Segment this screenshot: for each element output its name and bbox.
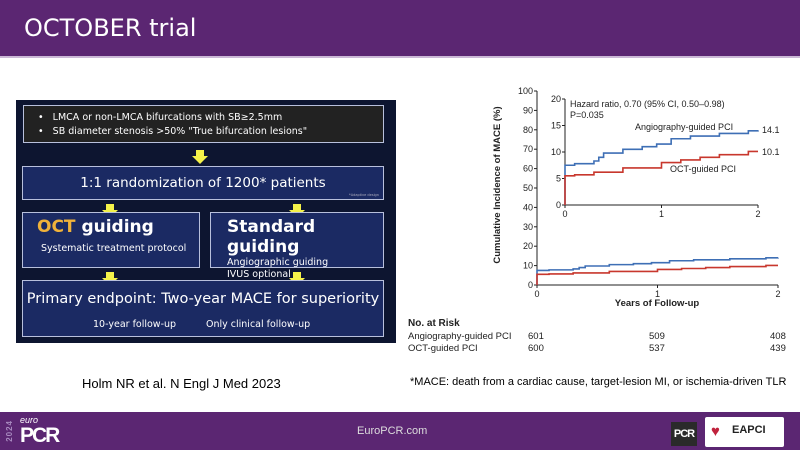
inset-series-line-oct: [564, 150, 758, 205]
km-chart: Cumulative Incidence of MACE (%) Years o…: [492, 86, 781, 309]
series-label-angio: Angiography-guided PCI: [635, 122, 733, 132]
y-axis-label: Cumulative Incidence of MACE (%): [492, 106, 503, 263]
standard-arm-title: Standard guiding: [227, 217, 316, 257]
risk-value: 439: [770, 343, 786, 354]
main-y-tick-label: 40: [523, 202, 533, 212]
main-y-tick-label: 90: [523, 105, 533, 115]
main-y-tick-label: 50: [523, 183, 533, 193]
randomization-note: *Adaptive design: [349, 193, 379, 197]
europcr-logo: PCR: [20, 424, 60, 447]
hazard-ratio-annotation: Hazard ratio, 0.70 (95% CI, 0.50–0.98): [570, 99, 725, 109]
heart-icon: ♥: [711, 423, 720, 440]
logo-euro: euro: [20, 415, 39, 425]
main-y-tick-label: 20: [523, 241, 533, 251]
endpoint-text: Primary endpoint: Two-year MACE for supe…: [26, 291, 380, 307]
logo-year: 2024: [5, 420, 14, 442]
inset-x-tick-label: 2: [755, 209, 760, 219]
followup-text: Only clinical follow-up: [206, 319, 311, 330]
main-series-line-angio: [536, 257, 779, 285]
inset-x-tick-label: 1: [659, 209, 664, 219]
arrow-down-icon: [192, 150, 208, 164]
risk-row: Angiography-guided PCI 601 509 408: [408, 331, 788, 343]
divider: [0, 56, 800, 58]
inset-series-line-angio: [564, 130, 759, 205]
main-y-tick-label: 30: [523, 222, 533, 232]
slide-title: OCTOBER trial: [24, 14, 197, 42]
risk-value: 509: [649, 331, 665, 342]
slide-header: OCTOBER trial: [0, 0, 800, 56]
risk-table: No. at Risk Angiography-guided PCI 601 5…: [408, 318, 788, 355]
x-axis-label: Years of Follow-up: [615, 298, 700, 309]
risk-value: 408: [770, 331, 786, 342]
inset-y-tick-label: 15: [551, 121, 561, 131]
inset-x-tick-label: 0: [562, 209, 567, 219]
main-y-tick-label: 60: [523, 164, 533, 174]
inset-y-tick-label: 20: [551, 94, 561, 104]
site-link[interactable]: EuroPCR.com: [357, 425, 428, 437]
risk-value: 601: [528, 331, 544, 342]
main-x-tick-label: 0: [534, 289, 539, 299]
main-x-tick-label: 2: [775, 289, 780, 299]
slide-footer: 2024 euro PCR EuroPCR.com PCR ♥ EAPCI: [0, 412, 800, 450]
series-label-oct: OCT-guided PCI: [670, 164, 736, 174]
eapci-logo: ♥ EAPCI: [705, 417, 784, 447]
trial-design-diagram: • LMCA or non-LMCA bifurcations with SB≥…: [16, 100, 396, 343]
end-label-angio: 14.1: [762, 125, 780, 135]
oct-arm-title: OCT guiding: [37, 217, 154, 237]
risk-value: 537: [649, 343, 665, 354]
main-x-tick-label: 1: [655, 289, 660, 299]
footnote: *MACE: death from a cardiac cause, targe…: [410, 376, 787, 388]
main-y-tick-label: 100: [518, 86, 533, 96]
followup-text: 10-year follow-up: [93, 319, 177, 330]
risk-table-title: No. at Risk: [408, 318, 460, 329]
endpoint-box: Primary endpoint: Two-year MACE for supe…: [22, 280, 384, 337]
inset-y-tick-label: 10: [551, 147, 561, 157]
standard-arm-box: Standard guiding Angiographic guiding IV…: [210, 212, 384, 280]
oct-arm-sub: Systematic treatment protocol: [41, 243, 187, 254]
pcr-logo: PCR: [671, 422, 697, 446]
risk-row-label: OCT-guided PCI: [408, 343, 478, 354]
inclusion-item: • LMCA or non-LMCA bifurcations with SB≥…: [38, 112, 283, 123]
main-y-tick-label: 70: [523, 144, 533, 154]
main-series-line-oct: [536, 264, 778, 285]
inset-y-tick-label: 0: [556, 200, 561, 210]
inclusion-item: • SB diameter stenosis >50% "True bifurc…: [38, 126, 308, 137]
main-y-tick-label: 0: [528, 280, 533, 290]
standard-arm-sub: IVUS optional: [227, 269, 291, 280]
inclusion-box: • LMCA or non-LMCA bifurcations with SB≥…: [23, 105, 384, 143]
citation: Holm NR et al. N Engl J Med 2023: [82, 376, 281, 391]
p-value-annotation: P=0.035: [570, 110, 604, 120]
main-y-tick-label: 10: [523, 261, 533, 271]
risk-value: 600: [528, 343, 544, 354]
risk-row: OCT-guided PCI 600 537 439: [408, 343, 788, 355]
inset-y-tick-label: 5: [556, 174, 561, 184]
standard-arm-sub: Angiographic guiding: [227, 257, 329, 268]
randomization-box: 1:1 randomization of 1200* patients *Ada…: [22, 166, 384, 200]
end-label-oct: 10.1: [762, 147, 780, 157]
oct-arm-box: OCT guiding Systematic treatment protoco…: [22, 212, 200, 268]
risk-row-label: Angiography-guided PCI: [408, 331, 512, 342]
main-y-tick-label: 80: [523, 125, 533, 135]
